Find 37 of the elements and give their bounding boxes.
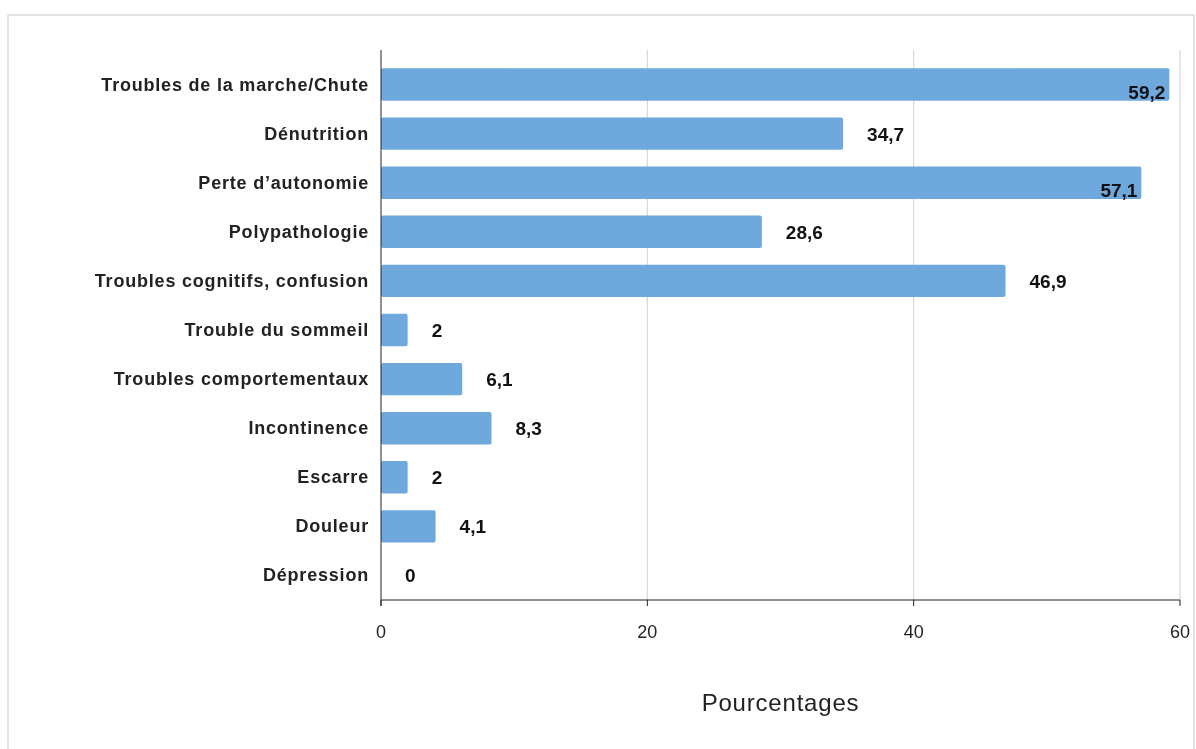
data-label: 8,3 <box>515 418 542 440</box>
y-tick-label: Perte d’autonomie <box>198 172 369 193</box>
x-axis-title: Pourcentages <box>701 689 860 716</box>
data-label: 57,1 <box>1100 179 1138 201</box>
y-tick-label: Douleur <box>295 516 369 537</box>
data-label: 0 <box>405 565 416 587</box>
bar <box>381 362 463 396</box>
y-tick-label: Escarre <box>297 467 369 488</box>
data-label: 4,1 <box>459 516 487 538</box>
data-label: 2 <box>431 320 443 341</box>
y-tick-label: Troubles cognitifs, confusion <box>94 270 369 291</box>
bar <box>381 313 408 347</box>
bar <box>381 510 436 543</box>
data-label: 46,9 <box>1029 270 1067 292</box>
y-tick-label: Dénutrition <box>264 123 369 144</box>
x-tick-label: 0 <box>375 622 387 642</box>
y-tick-label: Incontinence <box>248 418 369 439</box>
bar <box>381 461 408 494</box>
data-label: 34,7 <box>867 123 905 145</box>
y-tick-label: Dépression <box>262 565 369 586</box>
data-label: 2 <box>431 467 443 489</box>
data-label: 59,2 <box>1128 81 1166 103</box>
bar <box>381 68 1170 101</box>
bar <box>381 215 762 249</box>
x-tick-label: 60 <box>1169 622 1191 642</box>
bar <box>381 411 492 445</box>
data-label: 6,1 <box>486 369 514 391</box>
y-tick-label: Trouble du sommeil <box>184 320 369 340</box>
bar <box>381 117 844 150</box>
bar <box>381 264 1006 298</box>
x-tick-label: 20 <box>637 622 658 642</box>
bar <box>381 166 1142 199</box>
data-label: 28,6 <box>785 221 823 243</box>
y-tick-label: Troubles comportementaux <box>113 369 369 390</box>
x-tick-label: 40 <box>903 622 924 642</box>
y-tick-label: Polypathologie <box>228 221 369 242</box>
y-tick-label: Troubles de la marche/Chute <box>101 74 369 95</box>
